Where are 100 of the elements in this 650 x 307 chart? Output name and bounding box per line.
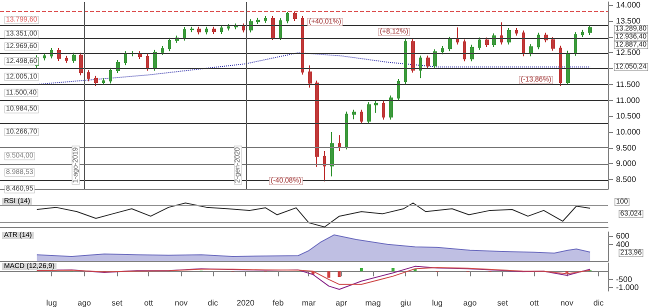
candlestick: [537, 32, 540, 50]
candlestick: [146, 53, 149, 72]
candlestick: [492, 32, 496, 48]
y-tick-label: 14.000: [616, 0, 642, 10]
y-tick-label: 11.000: [616, 96, 640, 105]
candlestick: [65, 55, 68, 64]
candlestick: [183, 26, 186, 42]
x-tick-label: ott: [530, 298, 540, 307]
candlestick: [212, 26, 216, 35]
candlestick: [456, 26, 459, 45]
candlestick: [94, 75, 98, 86]
candlestick: [470, 44, 474, 62]
candlestick: [566, 50, 570, 86]
x-tick-label: dic: [208, 298, 218, 307]
candlestick: [205, 26, 208, 35]
candlestick: [411, 38, 415, 74]
candlestick: [109, 67, 112, 84]
x-tick-label: ott: [144, 298, 154, 307]
candlestick: [574, 32, 577, 56]
x-tick-label: set: [497, 298, 509, 307]
y-tick-label: 9.000: [616, 159, 637, 168]
x-tick-label: mar: [302, 298, 316, 307]
candlestick: [249, 18, 253, 33]
x-tick-label: feb: [272, 298, 284, 307]
candlestick: [559, 45, 562, 86]
candlestick: [463, 38, 466, 62]
candlestick: [72, 52, 76, 64]
candlestick: [448, 36, 452, 52]
candlestick: [161, 46, 164, 56]
candlestick: [264, 15, 267, 24]
candlestick: [522, 30, 525, 57]
candlestick: [168, 37, 171, 52]
candlestick: [419, 55, 422, 79]
candlestick: [197, 26, 201, 35]
candlestick: [43, 52, 46, 61]
y-tick-label: 10.000: [616, 127, 642, 136]
candlestick: [507, 27, 511, 45]
y-tick-label: 13.500: [616, 16, 642, 26]
y-tick-label: 400: [616, 240, 630, 249]
candlestick: [190, 26, 194, 33]
x-tick-label: set: [112, 298, 124, 307]
candlestick: [79, 52, 83, 76]
candlestick: [323, 150, 326, 182]
candlestick: [87, 70, 90, 82]
x-tick-label: mag: [365, 298, 381, 307]
candlestick: [279, 18, 282, 41]
y-tick-label: 600: [616, 232, 630, 241]
candlestick: [426, 55, 430, 69]
candlestick: [131, 50, 135, 57]
candlestick: [256, 17, 260, 25]
candlestick: [551, 36, 555, 52]
candlestick: [581, 29, 584, 38]
candlestick: [485, 37, 489, 48]
candlestick: [404, 38, 407, 85]
candlestick: [478, 37, 481, 50]
candlestick: [330, 131, 334, 177]
y-tick-label: -500: [616, 274, 633, 284]
candlestick: [389, 95, 393, 120]
x-tick-label: dic: [593, 298, 604, 307]
candlestick: [441, 46, 444, 55]
candlestick: [315, 80, 319, 168]
candlestick: [500, 22, 503, 45]
x-tick-label: apr: [336, 298, 348, 307]
candlestick: [360, 109, 363, 124]
candlestick: [433, 48, 437, 69]
x-tick-label: 2020: [236, 298, 255, 307]
candlestick: [374, 100, 378, 114]
candlestick: [153, 49, 157, 72]
candlestick: [352, 109, 356, 120]
candlestick: [102, 78, 105, 86]
y-tick-label: -1.000: [616, 283, 640, 292]
x-tick-label: ago: [78, 298, 92, 307]
candlestick: [124, 50, 127, 66]
candlestick: [588, 24, 592, 36]
candlestick: [515, 27, 518, 36]
candlestick: [242, 23, 245, 33]
line-series: [36, 52, 591, 85]
x-tick-label: ago: [463, 298, 478, 307]
candlestick: [301, 15, 304, 76]
y-tick-label: 8.500: [616, 174, 637, 184]
x-tick-label: lug: [432, 298, 443, 307]
candlestick: [234, 23, 238, 30]
candlestick: [293, 11, 297, 22]
candlestick: [227, 24, 230, 32]
candlestick: [397, 78, 400, 102]
y-tick-label: 10.500: [616, 112, 642, 121]
candlestick: [286, 11, 289, 24]
y-tick-label: 11.500: [616, 80, 640, 89]
candlestick: [220, 24, 223, 35]
x-tick-label: giu: [400, 298, 412, 307]
x-tick-label: nov: [560, 298, 574, 307]
y-tick-label: 9.500: [616, 143, 637, 152]
candlestick: [345, 111, 348, 150]
y-tick-label: 12.500: [616, 48, 642, 58]
x-tick-label: nov: [174, 298, 188, 307]
candlestick: [382, 100, 385, 120]
candlestick: [308, 64, 312, 88]
candlestick: [338, 134, 341, 152]
candlestick: [271, 15, 275, 41]
x-tick-label: lug: [46, 298, 57, 307]
